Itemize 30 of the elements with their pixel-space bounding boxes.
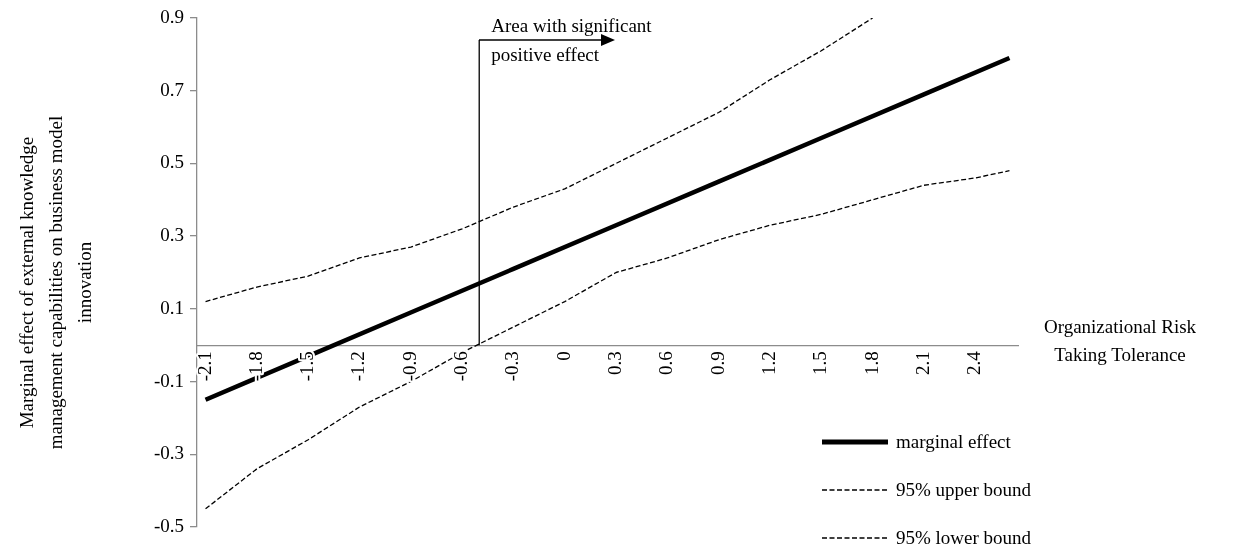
x-tick-label: -0.9 [398, 351, 420, 382]
x-tick-label: 0.3 [604, 351, 626, 375]
x-tick-label: 1.8 [860, 351, 882, 375]
y-tick-label: 0.1 [160, 296, 184, 318]
x-tick-label: -1.5 [296, 351, 318, 382]
y-tick-label: -0.5 [153, 514, 184, 536]
x-tick-label: 0 [552, 351, 574, 361]
y-axis-title: Marginal effect of external knowledge management capabilities on business model innovation [15, 115, 95, 450]
y-tick-label: -0.1 [153, 369, 184, 391]
x-tick-label: 1.5 [809, 351, 831, 375]
x-tick-label: -0.3 [501, 351, 523, 382]
x-tick-label: 1.2 [757, 351, 779, 375]
y-tick-label: 0.7 [160, 78, 184, 100]
x-tick-label: 2.4 [963, 350, 985, 375]
legend-label: 95% lower bound [896, 527, 1032, 549]
x-tick-label: 2.1 [911, 351, 933, 375]
x-tick-label: -2.1 [193, 351, 215, 382]
x-tick-label: -0.6 [450, 351, 472, 382]
legend-label: 95% upper bound [896, 479, 1032, 501]
x-tick-label: -1.2 [347, 351, 369, 382]
ref-line-label: Area with significant positive effect [491, 15, 653, 65]
x-tick-label: -1.8 [244, 351, 266, 382]
y-tick-label: 0.3 [160, 224, 184, 246]
legend-label: marginal effect [896, 431, 1011, 453]
x-axis-title: Organizational Risk Taking Tolerance [1043, 316, 1197, 366]
x-tick-label: 0.9 [706, 351, 728, 375]
y-tick-label: 0.5 [160, 151, 184, 173]
y-tick-label: -0.3 [153, 442, 184, 464]
y-tick-label: 0.9 [160, 5, 184, 27]
x-tick-label: 0.6 [655, 351, 677, 375]
